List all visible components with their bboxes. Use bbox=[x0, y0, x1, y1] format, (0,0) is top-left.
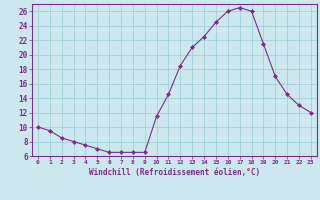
X-axis label: Windchill (Refroidissement éolien,°C): Windchill (Refroidissement éolien,°C) bbox=[89, 168, 260, 177]
